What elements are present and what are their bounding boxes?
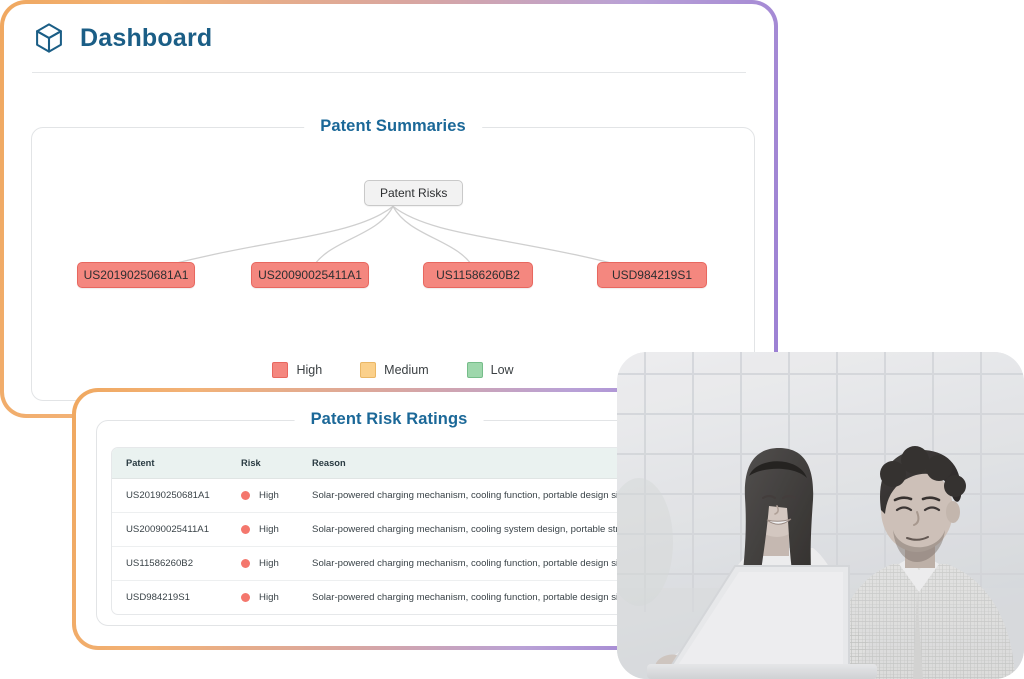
page-title: Dashboard <box>80 23 213 52</box>
risk-legend: High Medium Low <box>32 362 754 378</box>
column-header-reason[interactable]: Reason <box>302 448 666 479</box>
risk-table-head: Patent Risk Reason <box>112 448 666 479</box>
legend-label-medium: Medium <box>384 363 429 377</box>
risk-dot-high-icon <box>241 593 251 602</box>
table-row[interactable]: USD984219S1 High Solar-powered charging … <box>112 581 666 615</box>
legend-item-high: High <box>272 362 322 378</box>
cell-reason: Solar-powered charging mechanism, coolin… <box>302 546 666 581</box>
patent-risk-ratings-panel: Patent Risk Ratings Patent Risk Reason U… <box>96 410 682 626</box>
tree-node-patent-0[interactable]: US20190250681A1 <box>77 262 195 288</box>
cell-reason: Solar-powered charging mechanism, coolin… <box>312 592 656 603</box>
cell-risk-label: High <box>259 592 279 603</box>
risk-table-container: Patent Risk Reason US20190250681A1 High <box>111 447 667 615</box>
tree-node-patent-2-label: US11586260B2 <box>436 268 520 282</box>
legend-swatch-medium-icon <box>360 362 377 378</box>
tree-node-patent-3[interactable]: USD984219S1 <box>597 262 707 288</box>
risk-table-body: US20190250681A1 High Solar-powered charg… <box>112 478 666 615</box>
patent-risk-ratings-card: Patent Risk Ratings Patent Risk Reason U… <box>72 388 698 650</box>
tree-node-root-label: Patent Risks <box>380 186 448 200</box>
risk-table-header-row: Patent Risk Reason <box>112 448 666 479</box>
risk-dot-high-icon <box>241 491 251 500</box>
legend-swatch-low-icon <box>466 362 483 378</box>
tree-node-patent-1[interactable]: US20090025411A1 <box>251 262 369 288</box>
legend-swatch-high-icon <box>272 362 289 378</box>
cell-patent: US20190250681A1 <box>112 478 232 513</box>
cell-reason: Solar-powered charging mechanism, coolin… <box>302 478 666 513</box>
tree-node-patent-1-label: US20090025411A1 <box>258 268 362 282</box>
dashboard-card: Dashboard Patent Summaries Patent Risks <box>0 0 778 418</box>
header-divider <box>32 72 746 73</box>
cell-patent: US20090025411A1 <box>112 512 232 547</box>
tree-node-patent-3-label: USD984219S1 <box>611 268 693 282</box>
table-row[interactable]: US20090025411A1 High Solar-powered charg… <box>112 512 666 547</box>
legend-label-high: High <box>296 363 323 377</box>
team-photo <box>617 352 1024 679</box>
team-photo-image <box>617 352 1024 679</box>
table-row[interactable]: US20190250681A1 High Solar-powered charg… <box>112 478 666 513</box>
cell-risk: High <box>231 512 303 547</box>
patent-risk-ratings-card-inner: Patent Risk Ratings Patent Risk Reason U… <box>76 392 694 646</box>
risk-dot-high-icon <box>241 525 251 534</box>
table-row[interactable]: US11586260B2 High Solar-powered charging… <box>112 546 666 581</box>
cell-risk-label: High <box>259 558 279 569</box>
tree-node-patent-0-label: US20190250681A1 <box>83 268 189 282</box>
cell-patent: US11586260B2 <box>112 546 232 581</box>
legend-item-medium: Medium <box>360 362 429 378</box>
cube-icon <box>32 21 66 55</box>
dashboard-card-inner: Dashboard Patent Summaries Patent Risks <box>4 4 774 414</box>
risk-table: Patent Risk Reason US20190250681A1 High <box>112 448 666 614</box>
app-header: Dashboard <box>4 4 774 55</box>
risk-dot-high-icon <box>241 559 251 568</box>
cell-risk: High <box>231 546 303 581</box>
column-header-patent[interactable]: Patent <box>112 448 232 479</box>
patent-risk-ratings-title: Patent Risk Ratings <box>294 410 484 429</box>
cell-patent: USD984219S1 <box>126 592 191 603</box>
cell-risk-label: High <box>259 524 279 535</box>
legend-label-low: Low <box>490 363 514 377</box>
cell-risk: High <box>231 478 303 513</box>
tree-node-patent-2[interactable]: US11586260B2 <box>423 262 533 288</box>
column-header-risk[interactable]: Risk <box>231 448 303 479</box>
cell-reason: Solar-powered charging mechanism, coolin… <box>302 512 666 547</box>
tree-node-root[interactable]: Patent Risks <box>364 180 464 206</box>
legend-item-low: Low <box>466 362 514 378</box>
patent-summaries-title: Patent Summaries <box>304 117 482 136</box>
cell-risk-label: High <box>259 490 279 501</box>
cell-risk: High <box>231 581 302 615</box>
